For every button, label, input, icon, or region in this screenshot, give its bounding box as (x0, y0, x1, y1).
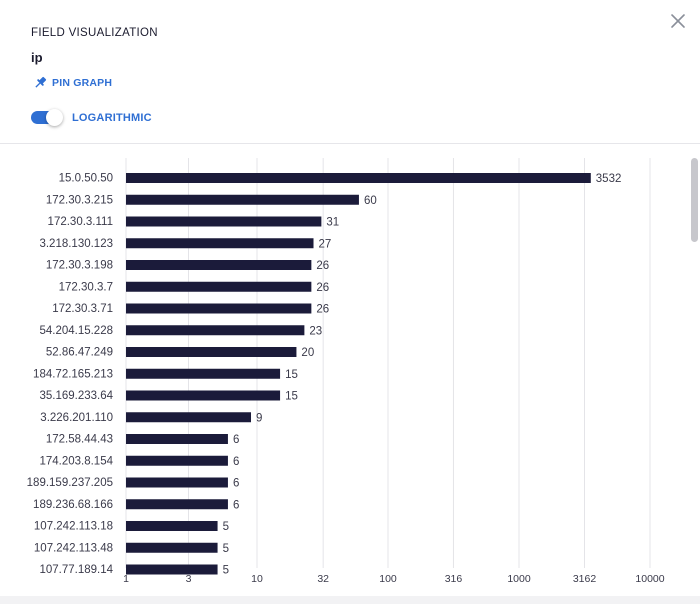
bar-value-label: 9 (256, 412, 262, 424)
bar (126, 477, 228, 488)
category-label: 52.86.47.249 (46, 347, 113, 359)
bar (126, 521, 218, 531)
bar (126, 412, 252, 423)
logarithmic-label: LOGARITHMIC (72, 112, 152, 124)
bar-value-label: 6 (233, 434, 239, 446)
bar-value-label: 6 (233, 478, 239, 490)
bar (126, 303, 312, 314)
bar (126, 499, 228, 510)
x-tick-label: 3162 (573, 573, 597, 585)
category-label: 172.30.3.198 (46, 260, 113, 272)
category-label: 189.236.68.166 (33, 499, 113, 511)
category-label: 35.169.233.64 (39, 390, 113, 402)
bar-value-label: 15 (285, 369, 298, 381)
scrollbar[interactable] (691, 158, 698, 242)
bar-value-label: 6 (233, 499, 239, 511)
bar (126, 455, 228, 466)
category-label: 172.58.44.43 (46, 434, 113, 446)
bar (126, 216, 322, 227)
bar-value-label: 27 (319, 238, 332, 250)
chart-area[interactable]: 1 3 10 32 100 316 1000 3162 10000 15.0.50.50 3532 1… (0, 144, 700, 604)
x-tick-label: 100 (379, 573, 397, 585)
bar-value-label: 60 (364, 195, 377, 207)
bar-value-label: 5 (223, 521, 229, 533)
bar-value-label: 31 (326, 217, 339, 229)
field-name: ip (31, 50, 43, 65)
bar (126, 260, 312, 270)
x-tick-label: 316 (445, 573, 463, 585)
bar (126, 281, 312, 292)
bar-value-label: 5 (223, 565, 229, 577)
category-label: 15.0.50.50 (59, 173, 113, 185)
bar (126, 542, 218, 553)
x-tick-label: 1000 (507, 573, 531, 585)
category-label: 54.204.15.228 (39, 325, 113, 337)
pin-icon (33, 75, 48, 90)
page-title: FIELD VISUALIZATION (31, 27, 158, 39)
category-label: 172.30.3.7 (59, 281, 113, 293)
category-label: 3.226.201.110 (40, 412, 113, 424)
x-tick-label: 10000 (635, 573, 664, 585)
logarithmic-toggle-row: LOGARITHMIC (31, 109, 152, 127)
bar (126, 238, 314, 249)
logarithmic-toggle[interactable] (31, 109, 64, 127)
bar (126, 564, 218, 575)
bar-value-label: 6 (233, 456, 239, 468)
bar-value-label: 20 (301, 347, 314, 359)
category-label: 172.30.3.111 (48, 216, 113, 228)
footer-shade (0, 596, 700, 604)
x-tick-label: 1 (123, 573, 129, 585)
category-label: 172.30.3.71 (52, 303, 113, 315)
bar-value-label: 5 (223, 543, 229, 555)
pin-graph-button[interactable]: PIN GRAPH (33, 75, 112, 90)
bar (126, 173, 591, 183)
category-label: 107.242.113.18 (34, 521, 113, 533)
category-label: 107.77.189.14 (39, 564, 113, 576)
pin-graph-label: PIN GRAPH (52, 76, 113, 89)
category-label: 174.203.8.154 (39, 455, 113, 467)
bar (126, 434, 228, 444)
close-icon[interactable] (669, 12, 687, 30)
bar (126, 368, 281, 379)
bar (126, 390, 281, 401)
x-tick-label: 3 (186, 573, 192, 585)
toggle-knob (46, 109, 63, 126)
bar-value-label: 23 (309, 325, 322, 337)
bar-value-label: 15 (285, 391, 298, 403)
category-label: 184.72.165.213 (33, 368, 113, 380)
divider (0, 143, 700, 144)
category-label: 107.242.113.48 (34, 542, 113, 554)
bar (126, 194, 359, 205)
bar (126, 325, 305, 336)
category-label: 189.159.237.205 (27, 477, 113, 489)
category-label: 3.218.130.123 (39, 238, 113, 250)
category-label: 172.30.3.215 (46, 194, 113, 206)
bar-value-label: 26 (316, 282, 329, 294)
x-tick-label: 10 (251, 573, 263, 585)
header: FIELD VISUALIZATION ip PIN GRAPH LOGARIT… (0, 0, 700, 143)
bar-value-label: 26 (316, 304, 329, 316)
bar-value-label: 26 (316, 260, 329, 272)
x-tick-label: 32 (317, 573, 329, 585)
bar-value-label: 3532 (596, 173, 622, 185)
bar (126, 347, 297, 357)
